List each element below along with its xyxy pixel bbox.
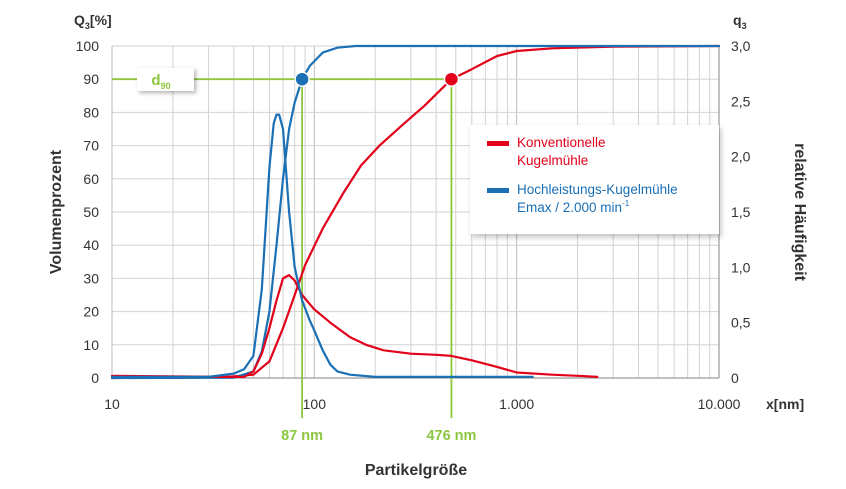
legend-box [470,125,719,234]
y-top-sub: 3 [85,21,90,31]
legend-label-text: Kugelmühle [517,153,588,168]
y-tick-label: 50 [83,204,99,220]
y-tick-label: 90 [83,71,99,87]
y-tick-label: 40 [83,237,99,253]
legend-label-hochleistung: Emax / 2.000 min-1 [517,199,630,215]
y-axis-title: Volumenprozent [48,149,65,274]
y2-top-sub: 3 [742,21,747,31]
d90-value-label-konventionell: 476 nm [426,428,476,444]
legend-swatch-konventionell [487,141,509,146]
d90-markers: d90 [137,68,460,91]
y-axis-top-label: Q3[%] [74,12,112,31]
x-tick-label: 100 [303,396,327,412]
y-tick-label: 20 [83,304,99,320]
legend-label-sup: -1 [622,199,630,208]
legend-label-text: Emax / 2.000 min [517,200,622,215]
series-line-konventionell-cumulative [110,44,721,380]
x-tick-label: 10 [104,396,120,412]
legend-label-konventionell: Kugelmühle [517,153,588,168]
y-top-rest: [%] [90,12,112,28]
d90-label-box [137,68,194,91]
y2-tick-label: 0,5 [731,315,751,331]
y2-tick-label: 1,5 [731,204,751,220]
y-tick-label: 10 [83,337,99,353]
legend-label-hochleistung: Hochleistungs-Kugelmühle [517,182,678,197]
y2-tick-label: 0 [731,370,739,386]
y-tick-label: 80 [83,104,99,120]
legend-label-text: Hochleistungs-Kugelmühle [517,182,678,197]
x-tick-label: 10.000 [698,396,741,412]
series-line-hochleistung-density [110,113,534,378]
d90-label-sub: 90 [161,81,171,91]
y-tick-label: 30 [83,270,99,286]
y-top-main: Q [74,12,85,28]
d90-guides [112,78,453,418]
y2-tick-label: 2,5 [731,93,751,109]
y2-tick-label: 2,0 [731,149,751,165]
legend-label-text: Konventionelle [517,135,606,150]
d90-marker-konventionell [443,71,460,87]
y-tick-label: 100 [76,38,100,54]
d90-marker-hochleistung [294,71,310,87]
legend-swatch-hochleistung [487,188,509,193]
y2-tick-label: 1,0 [731,259,751,275]
y2-tick-label: 3,0 [731,38,751,54]
y-tick-label: 70 [83,138,99,154]
d90-value-label-hochleistung: 87 nm [281,428,323,444]
x-axis-title: Partikelgröße [365,462,467,479]
d90-label-main: d [151,72,160,89]
y2-axis-title: relative Häufigkeit [791,143,808,282]
d90-label-text: d90 [151,72,170,91]
x-tick-label: 1.000 [499,396,534,412]
series-lines [110,44,721,380]
series-line-konventionell-density [110,274,599,378]
y-tick-label: 0 [91,370,99,386]
y-tick-label: 60 [83,171,99,187]
legend-label-konventionell: Konventionelle [517,135,606,150]
y2-axis-top-label: q3 [733,12,747,31]
y2-top-main: q [733,12,742,28]
d90-label: d90 [137,68,194,91]
legend: Konventionelle Kugelmühle Hochleistungs-Ku… [470,125,719,234]
x-unit-label: x[nm] [766,396,804,412]
axis-labels: 0 10 20 30 40 50 60 70 80 90 100 0 0,5 1,0 1,5 2,0 2,5 3,… [48,12,808,479]
